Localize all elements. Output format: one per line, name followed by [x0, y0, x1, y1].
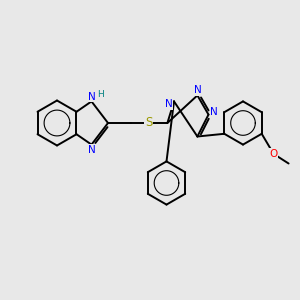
Text: N: N — [194, 85, 201, 95]
Text: S: S — [145, 116, 152, 130]
Text: N: N — [165, 99, 172, 110]
Text: H: H — [97, 90, 104, 99]
Text: N: N — [210, 106, 218, 117]
Text: O: O — [269, 149, 278, 159]
Text: N: N — [88, 145, 95, 155]
Text: N: N — [88, 92, 95, 102]
